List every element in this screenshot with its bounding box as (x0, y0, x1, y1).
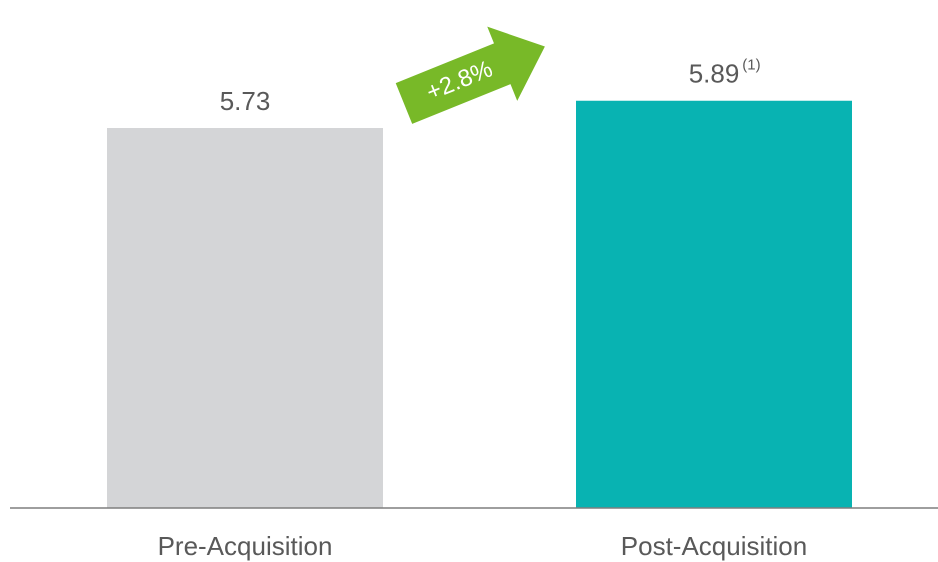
value-label: 5.89 (689, 59, 740, 89)
bar (107, 128, 383, 508)
x-tick-label: Pre-Acquisition (158, 531, 333, 561)
arrow-shape (395, 26, 545, 124)
bar (576, 100, 852, 508)
footnote-mark: (1) (742, 57, 760, 74)
x-tick-label: Post-Acquisition (621, 531, 807, 561)
value-label: 5.73 (220, 86, 271, 116)
change-arrow: +2.8% (395, 26, 545, 124)
